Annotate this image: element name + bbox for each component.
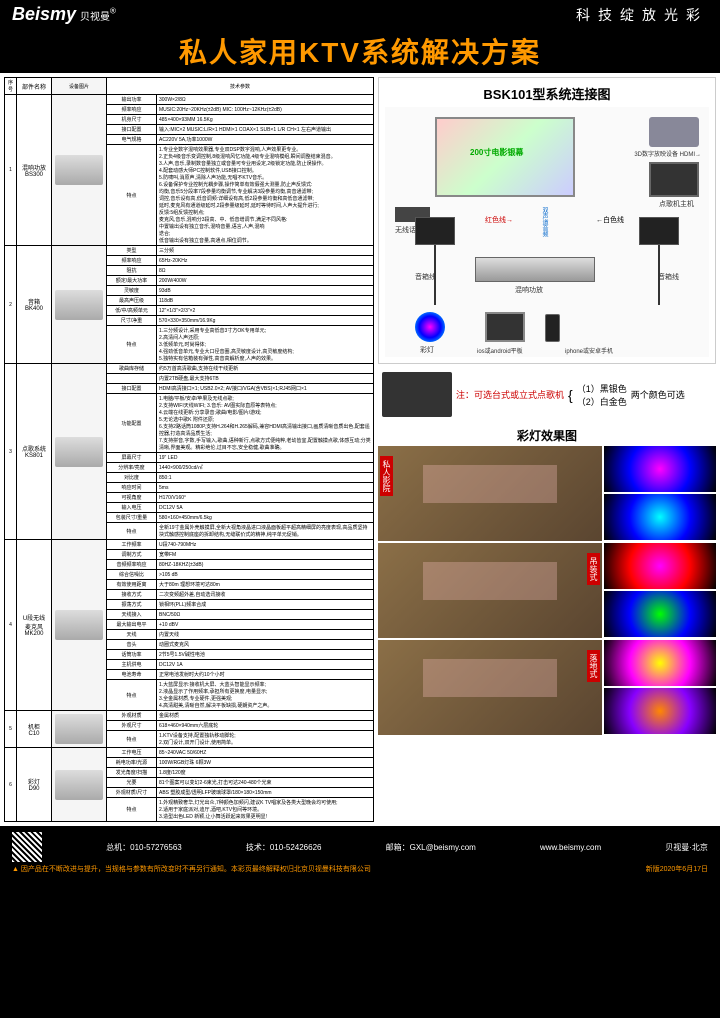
qr-icon bbox=[12, 832, 42, 862]
logo: Beismy bbox=[12, 4, 76, 24]
room-grid: 私人影院 吊装式 落地式 bbox=[378, 446, 716, 735]
option-note: 注：可选台式或立式点歌机 { （1）黑银色（2）白金色 两个颜色可选 bbox=[378, 368, 716, 421]
logo-cn: 贝视曼 bbox=[80, 12, 110, 23]
header: Beismy贝视曼® 科技绽放光彩 bbox=[0, 0, 720, 29]
main-title: 私人家用KTV系统解决方案 bbox=[0, 29, 720, 73]
connection-diagram: BSK101型系统连接图 200寸电影银幕 3D数字放映设备 HDMI→ 点歌机… bbox=[378, 77, 716, 364]
footer: 总机：010-57276563 技术：010-52426626 邮箱：GXL@b… bbox=[0, 826, 720, 880]
lights-title: 彩灯效果图 bbox=[378, 425, 716, 446]
spec-table: 序号 部件名称 设备图片 技术参数 1混响功放BS300输出功率300W×2/8… bbox=[4, 77, 374, 822]
tagline: 科技绽放光彩 bbox=[576, 5, 708, 25]
